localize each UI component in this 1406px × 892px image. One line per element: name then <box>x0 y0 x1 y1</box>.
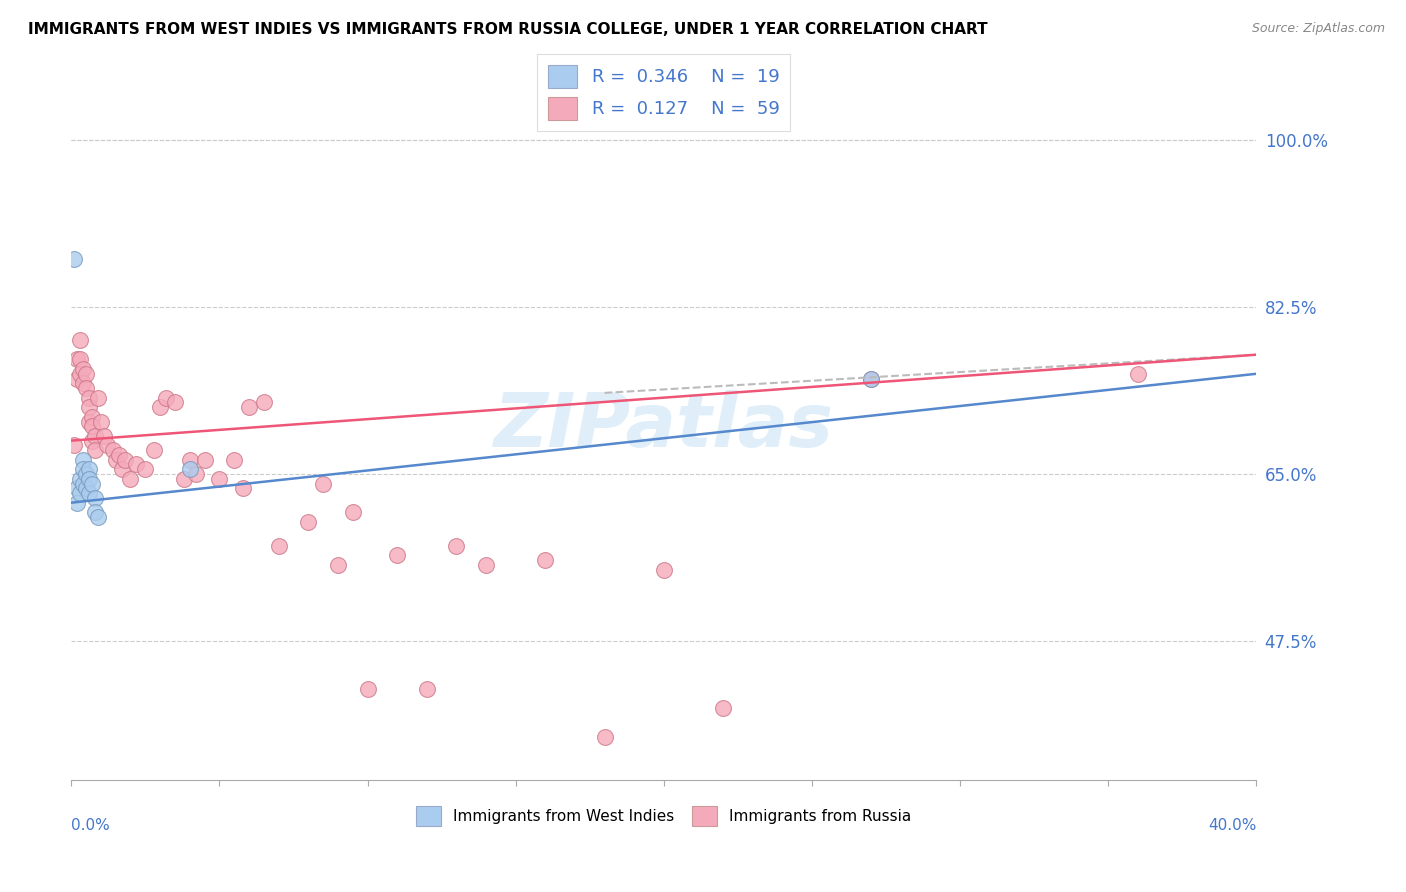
Point <box>416 681 439 696</box>
Point <box>93 429 115 443</box>
Point <box>104 452 127 467</box>
Point <box>534 553 557 567</box>
Point <box>143 443 166 458</box>
Point <box>69 472 91 486</box>
Point <box>77 401 100 415</box>
Point <box>75 381 97 395</box>
Point <box>96 438 118 452</box>
Text: Source: ZipAtlas.com: Source: ZipAtlas.com <box>1251 22 1385 36</box>
Point <box>77 486 100 500</box>
Point <box>134 462 156 476</box>
Point <box>155 391 177 405</box>
Point <box>232 482 254 496</box>
Text: ZIPatlas: ZIPatlas <box>494 390 834 463</box>
Point <box>75 467 97 481</box>
Point <box>80 476 103 491</box>
Text: 40.0%: 40.0% <box>1208 819 1257 833</box>
Point <box>184 467 207 481</box>
Point <box>149 401 172 415</box>
Point <box>87 391 110 405</box>
Point <box>238 401 260 415</box>
Legend: Immigrants from West Indies, Immigrants from Russia: Immigrants from West Indies, Immigrants … <box>411 800 918 832</box>
Point <box>267 539 290 553</box>
Point <box>80 419 103 434</box>
Point <box>114 452 136 467</box>
Point <box>208 472 231 486</box>
Point <box>356 681 378 696</box>
Point <box>312 476 335 491</box>
Point <box>860 371 883 385</box>
Point <box>77 462 100 476</box>
Point <box>63 252 86 267</box>
Point <box>84 429 107 443</box>
Point <box>66 496 89 510</box>
Point <box>87 510 110 524</box>
Point <box>253 395 276 409</box>
Point <box>125 458 148 472</box>
Point <box>446 539 468 553</box>
Point <box>652 562 675 576</box>
Point <box>69 352 91 367</box>
Point <box>77 391 100 405</box>
Point <box>69 486 91 500</box>
Point <box>163 395 186 409</box>
Point <box>80 434 103 448</box>
Point <box>69 334 91 348</box>
Point <box>860 371 883 385</box>
Point <box>72 476 94 491</box>
Point <box>66 352 89 367</box>
Point <box>69 367 91 381</box>
Point <box>72 376 94 391</box>
Point <box>101 443 124 458</box>
Point <box>66 482 89 496</box>
Point <box>63 438 86 452</box>
Point <box>173 472 195 486</box>
Point <box>110 462 132 476</box>
Point <box>120 472 142 486</box>
Point <box>326 558 349 572</box>
Point <box>77 472 100 486</box>
Point <box>711 701 734 715</box>
Point <box>179 462 201 476</box>
Point <box>224 452 246 467</box>
Point <box>75 367 97 381</box>
Point <box>107 448 129 462</box>
Point <box>179 452 201 467</box>
Point <box>90 415 112 429</box>
Point <box>80 409 103 424</box>
Text: 0.0%: 0.0% <box>72 819 110 833</box>
Point <box>72 452 94 467</box>
Point <box>66 371 89 385</box>
Point <box>77 415 100 429</box>
Point <box>385 548 408 562</box>
Text: IMMIGRANTS FROM WEST INDIES VS IMMIGRANTS FROM RUSSIA COLLEGE, UNDER 1 YEAR CORR: IMMIGRANTS FROM WEST INDIES VS IMMIGRANT… <box>28 22 988 37</box>
Point <box>84 505 107 519</box>
Point <box>75 482 97 496</box>
Point <box>297 515 319 529</box>
Point <box>475 558 498 572</box>
Point <box>342 505 364 519</box>
Point <box>84 491 107 505</box>
Point <box>593 730 616 744</box>
Point <box>1126 367 1149 381</box>
Point <box>193 452 215 467</box>
Point <box>84 443 107 458</box>
Point <box>72 462 94 476</box>
Point <box>72 362 94 376</box>
